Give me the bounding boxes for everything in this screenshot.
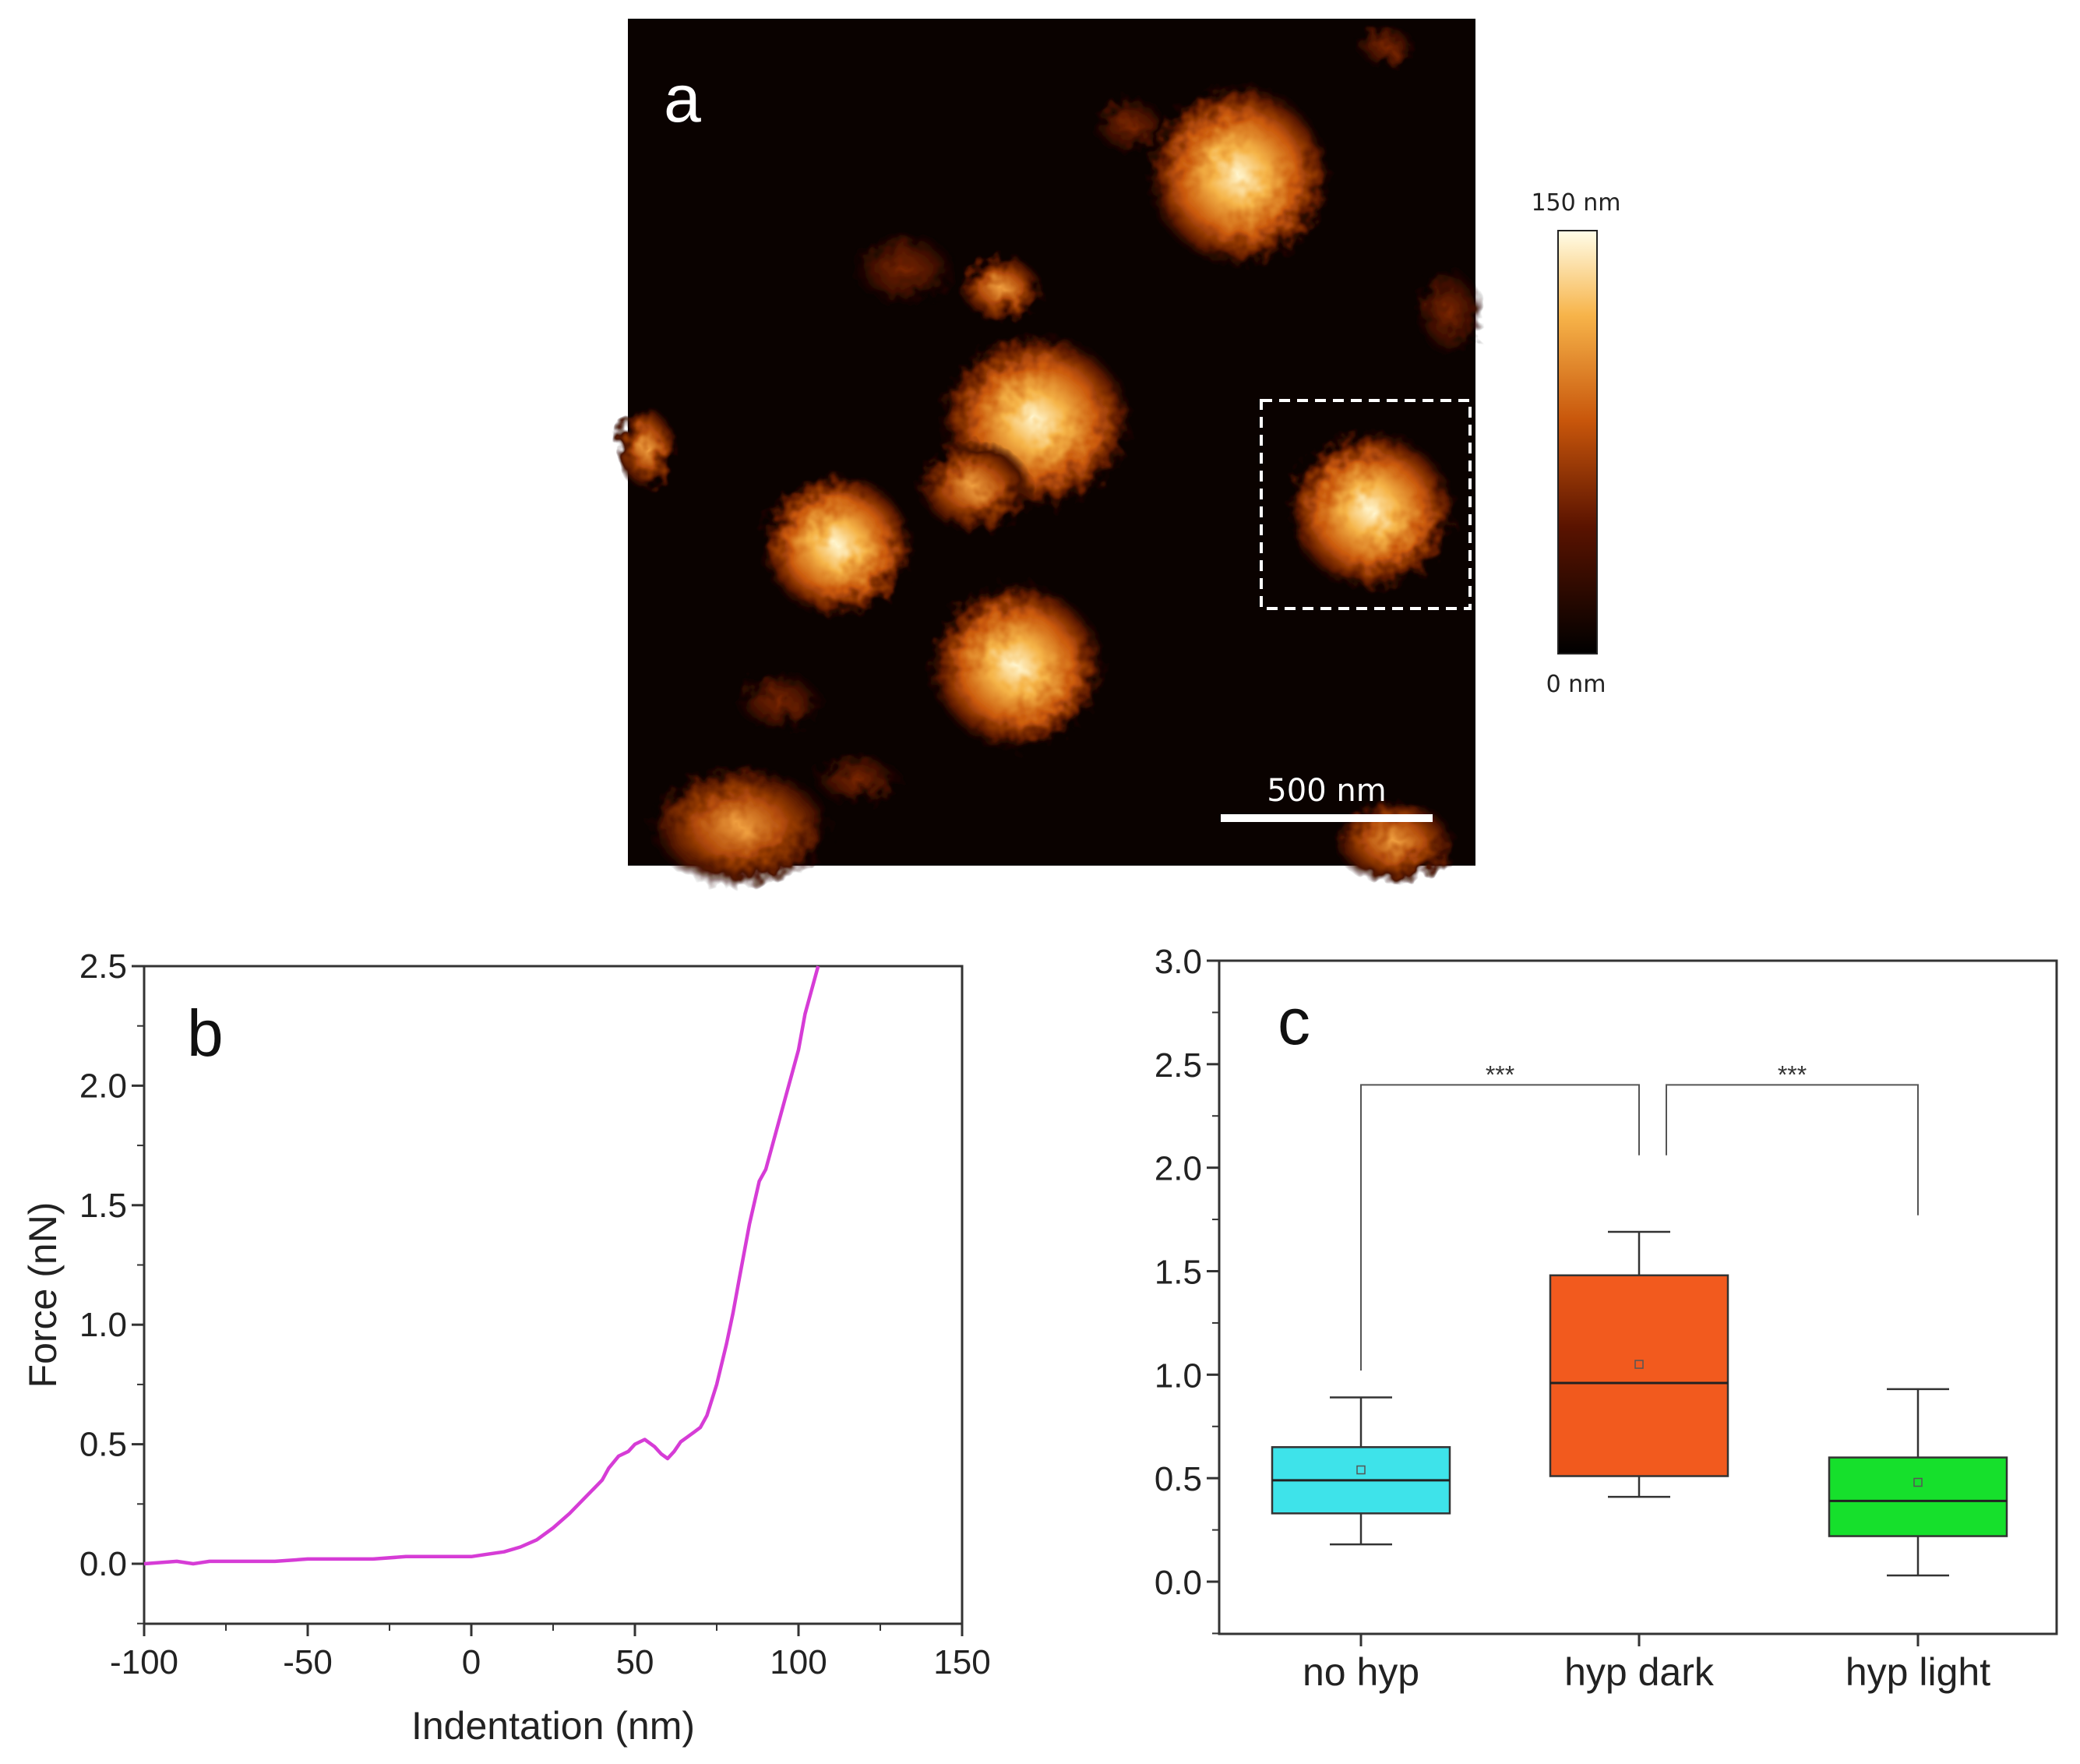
debris-3: [615, 405, 678, 491]
debris-8: [810, 752, 904, 806]
chart-b-y-ticks: 0.0 0.5 1.0 1.5 2.0 2.5: [79, 947, 144, 1625]
category-label: hyp dark: [1564, 1650, 1715, 1694]
particle-top: [1145, 82, 1332, 269]
significance-label: ***: [1486, 1060, 1514, 1088]
scale-bar-label: 500 nm: [1267, 773, 1386, 809]
bracket-line: [1666, 1084, 1919, 1215]
chart-b: -100 -50 0 50 100 150 0.0 0.5 1.0 1.5 2.0 2.5 b In…: [21, 947, 991, 1748]
y-tick-label: 1.5: [79, 1187, 127, 1225]
y-tick-label: 1.0: [1155, 1357, 1202, 1395]
mean-marker: [1634, 1360, 1644, 1369]
chart-b-frame: [143, 965, 964, 1625]
chart-b-x-ticks: -100 -50 0 50 100 150: [110, 1624, 991, 1681]
x-tick-label: 50: [616, 1643, 654, 1681]
debris-2: [958, 253, 1044, 323]
particle-left: [760, 471, 915, 619]
chart-b-y-axis-label: Force (nN): [21, 1202, 65, 1388]
particle-boxed: [1285, 429, 1457, 592]
chart-b-panel-label: b: [187, 997, 224, 1070]
particle-mid-tail: [915, 440, 1032, 534]
y-tick-label: 2.5: [79, 947, 127, 986]
iqr-box: [1549, 1274, 1729, 1477]
y-tick-label: 2.0: [1155, 1150, 1202, 1188]
category-label: hyp light: [1846, 1650, 1990, 1694]
chart-c: 0.0 0.5 1.0 1.5 2.0 2.5 3.0 no hyp hyp dark hyp …: [1155, 943, 2058, 1694]
color-bar-min-label: 0 nm: [1546, 671, 1606, 698]
y-tick-label: 0.0: [1155, 1564, 1202, 1602]
selection-box: [1260, 399, 1472, 610]
significance-label: ***: [1778, 1060, 1807, 1088]
panel-a-label: a: [664, 62, 701, 136]
significance-bracket: ***: [1360, 1060, 1640, 1371]
x-tick-label: -100: [110, 1643, 178, 1681]
particle-lower: [927, 580, 1106, 752]
debris-1: [849, 230, 958, 308]
debris-5: [732, 670, 826, 732]
debris-4: [1414, 265, 1484, 358]
chart-c-y-ticks: 0.0 0.5 1.0 1.5 2.0 2.5 3.0: [1155, 943, 1219, 1635]
afm-panel: a 500 nm 150 nm 0 nm: [615, 19, 1621, 888]
chart-c-boxes: [1271, 1230, 2008, 1577]
chart-c-panel-label: c: [1278, 985, 1310, 1058]
debris-6: [1091, 93, 1169, 156]
color-bar-max-label: 150 nm: [1531, 189, 1620, 217]
mean-marker: [1913, 1477, 1923, 1487]
x-tick-label: 0: [462, 1643, 481, 1681]
x-tick-label: 100: [770, 1643, 827, 1681]
bracket-line: [1360, 1084, 1640, 1371]
significance-bracket: ***: [1666, 1060, 1919, 1215]
particle-bottom-left: [647, 764, 834, 888]
box-no-hyp: [1271, 1396, 1451, 1546]
y-tick-label: 2.0: [79, 1067, 127, 1105]
afm-particles: [615, 23, 1484, 888]
scale-bar: [1221, 814, 1433, 822]
category-label: no hyp: [1303, 1650, 1419, 1694]
color-bar: [1557, 230, 1598, 654]
mean-marker: [1356, 1465, 1366, 1475]
y-tick-label: 2.5: [1155, 1046, 1202, 1085]
x-tick-label: 150: [933, 1643, 990, 1681]
y-tick-label: 1.5: [1155, 1254, 1202, 1292]
chart-c-significance: *** ***: [1360, 1060, 1919, 1371]
debris-7: [1356, 23, 1418, 70]
y-tick-label: 1.0: [79, 1306, 127, 1344]
y-tick-label: 0.5: [79, 1426, 127, 1464]
y-tick-label: 0.0: [79, 1545, 127, 1583]
particle-bottom-right: [1332, 799, 1457, 884]
y-tick-label: 0.5: [1155, 1460, 1202, 1498]
y-tick-label: 3.0: [1155, 943, 1202, 981]
x-tick-label: -50: [283, 1643, 333, 1681]
chart-b-x-axis-label: Indentation (nm): [411, 1704, 695, 1748]
box-hyp-light: [1828, 1388, 2008, 1577]
iqr-box: [1828, 1456, 2008, 1537]
force-curve-line: [143, 965, 820, 1566]
chart-c-x-ticks: no hyp hyp dark hyp light: [1303, 1634, 1990, 1694]
box-hyp-dark: [1549, 1230, 1729, 1498]
